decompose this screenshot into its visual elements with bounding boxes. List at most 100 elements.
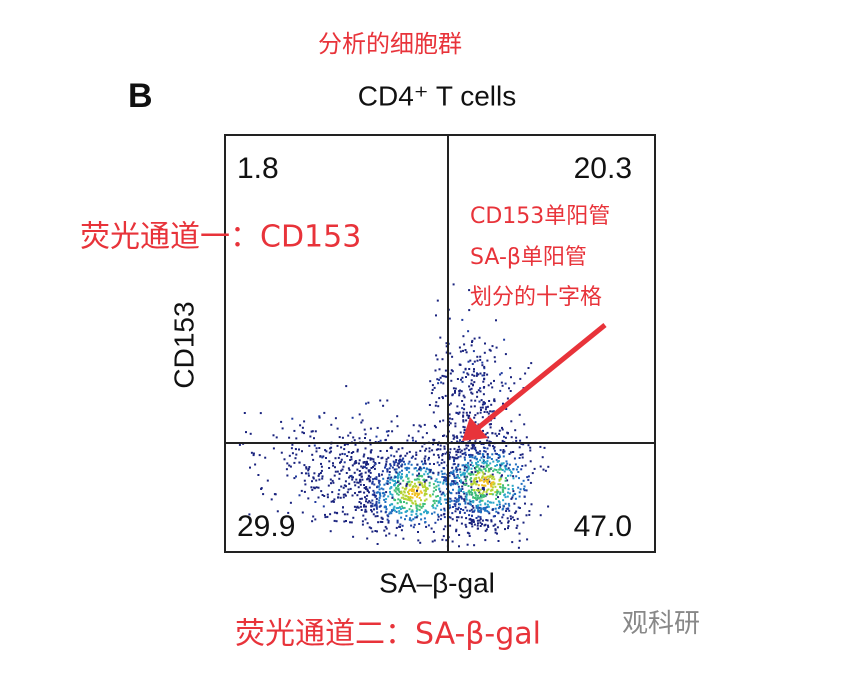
event-dot bbox=[482, 484, 485, 487]
event-dot bbox=[363, 461, 366, 463]
event-dot bbox=[507, 484, 510, 487]
event-dot bbox=[369, 501, 372, 504]
event-dot bbox=[499, 486, 502, 489]
event-dot bbox=[374, 504, 376, 507]
event-dot bbox=[429, 495, 432, 498]
event-dot bbox=[462, 411, 465, 414]
event-dot bbox=[343, 453, 346, 456]
event-dot bbox=[477, 460, 479, 463]
event-dot bbox=[433, 424, 436, 427]
event-dot bbox=[401, 458, 404, 461]
event-dot bbox=[318, 478, 321, 481]
event-dot bbox=[472, 506, 475, 509]
event-dot bbox=[463, 474, 466, 477]
event-dot bbox=[517, 506, 520, 509]
event-dot bbox=[415, 512, 418, 515]
event-dot bbox=[451, 394, 454, 397]
event-dot bbox=[451, 540, 454, 543]
event-dot bbox=[396, 481, 399, 484]
event-dot bbox=[368, 480, 371, 483]
event-dot bbox=[453, 477, 456, 479]
event-dot bbox=[471, 471, 474, 474]
event-dot bbox=[387, 520, 390, 522]
event-dot bbox=[449, 402, 452, 405]
event-dot bbox=[402, 460, 405, 463]
event-dot bbox=[470, 503, 472, 506]
event-dot bbox=[466, 464, 469, 467]
event-dot bbox=[516, 465, 519, 468]
event-dot bbox=[315, 450, 318, 453]
event-dot bbox=[495, 458, 498, 461]
event-dot bbox=[439, 498, 442, 501]
event-dot bbox=[352, 451, 355, 453]
event-dot bbox=[508, 504, 511, 507]
event-dot bbox=[473, 381, 476, 384]
event-dot bbox=[463, 431, 466, 434]
event-dot bbox=[407, 477, 410, 480]
event-dot bbox=[467, 472, 470, 475]
annotation-top: 分析的细胞群 bbox=[318, 30, 462, 58]
event-dot bbox=[464, 458, 466, 461]
event-dot bbox=[436, 461, 439, 464]
event-dot bbox=[515, 436, 518, 439]
event-dot bbox=[339, 496, 342, 499]
event-dot bbox=[498, 432, 501, 435]
event-dot bbox=[289, 501, 292, 504]
event-dot bbox=[252, 452, 255, 455]
event-dot bbox=[424, 482, 427, 485]
event-dot bbox=[452, 469, 455, 472]
event-dot bbox=[366, 537, 369, 540]
event-dot bbox=[381, 492, 384, 495]
event-dot bbox=[416, 489, 418, 492]
event-dot bbox=[396, 502, 399, 505]
event-dot bbox=[421, 436, 424, 439]
event-dot bbox=[505, 507, 508, 510]
event-dot bbox=[501, 516, 504, 519]
event-dot bbox=[502, 513, 505, 516]
event-dot bbox=[260, 488, 263, 490]
event-dot bbox=[327, 484, 330, 487]
event-dot bbox=[471, 456, 474, 459]
event-dot bbox=[397, 507, 400, 509]
event-dot bbox=[365, 463, 368, 465]
event-dot bbox=[520, 482, 523, 485]
event-dot bbox=[414, 516, 417, 519]
event-dot bbox=[350, 458, 353, 461]
event-dot bbox=[479, 459, 482, 462]
event-dot bbox=[336, 512, 339, 515]
event-dot bbox=[527, 444, 530, 447]
event-dot bbox=[502, 490, 505, 493]
event-dot bbox=[396, 488, 399, 491]
event-dot bbox=[469, 411, 471, 414]
event-dot bbox=[448, 507, 451, 510]
event-dot bbox=[471, 339, 474, 342]
event-dot bbox=[474, 491, 477, 494]
event-dot bbox=[342, 465, 345, 468]
event-dot bbox=[463, 469, 466, 472]
event-dot bbox=[317, 474, 320, 477]
event-dot bbox=[422, 486, 424, 489]
event-dot bbox=[371, 505, 374, 508]
event-dot bbox=[389, 492, 392, 495]
event-dot bbox=[467, 461, 470, 464]
event-dot bbox=[416, 469, 419, 472]
event-dot bbox=[451, 480, 454, 483]
event-dot bbox=[373, 464, 376, 467]
event-dot bbox=[460, 508, 462, 510]
event-dot bbox=[435, 354, 438, 357]
event-dot bbox=[418, 472, 420, 475]
event-dot bbox=[329, 478, 332, 481]
event-dot bbox=[439, 496, 442, 499]
event-dot bbox=[336, 444, 339, 447]
event-dot bbox=[393, 499, 396, 501]
event-dot bbox=[301, 450, 303, 453]
event-dot bbox=[378, 483, 381, 486]
event-dot bbox=[477, 497, 480, 500]
event-dot bbox=[394, 482, 397, 484]
event-dot bbox=[474, 480, 476, 483]
event-dot bbox=[455, 516, 458, 519]
plot-frame bbox=[224, 134, 656, 553]
event-dot bbox=[358, 501, 361, 503]
event-dot bbox=[417, 531, 419, 533]
event-dot bbox=[480, 456, 483, 459]
